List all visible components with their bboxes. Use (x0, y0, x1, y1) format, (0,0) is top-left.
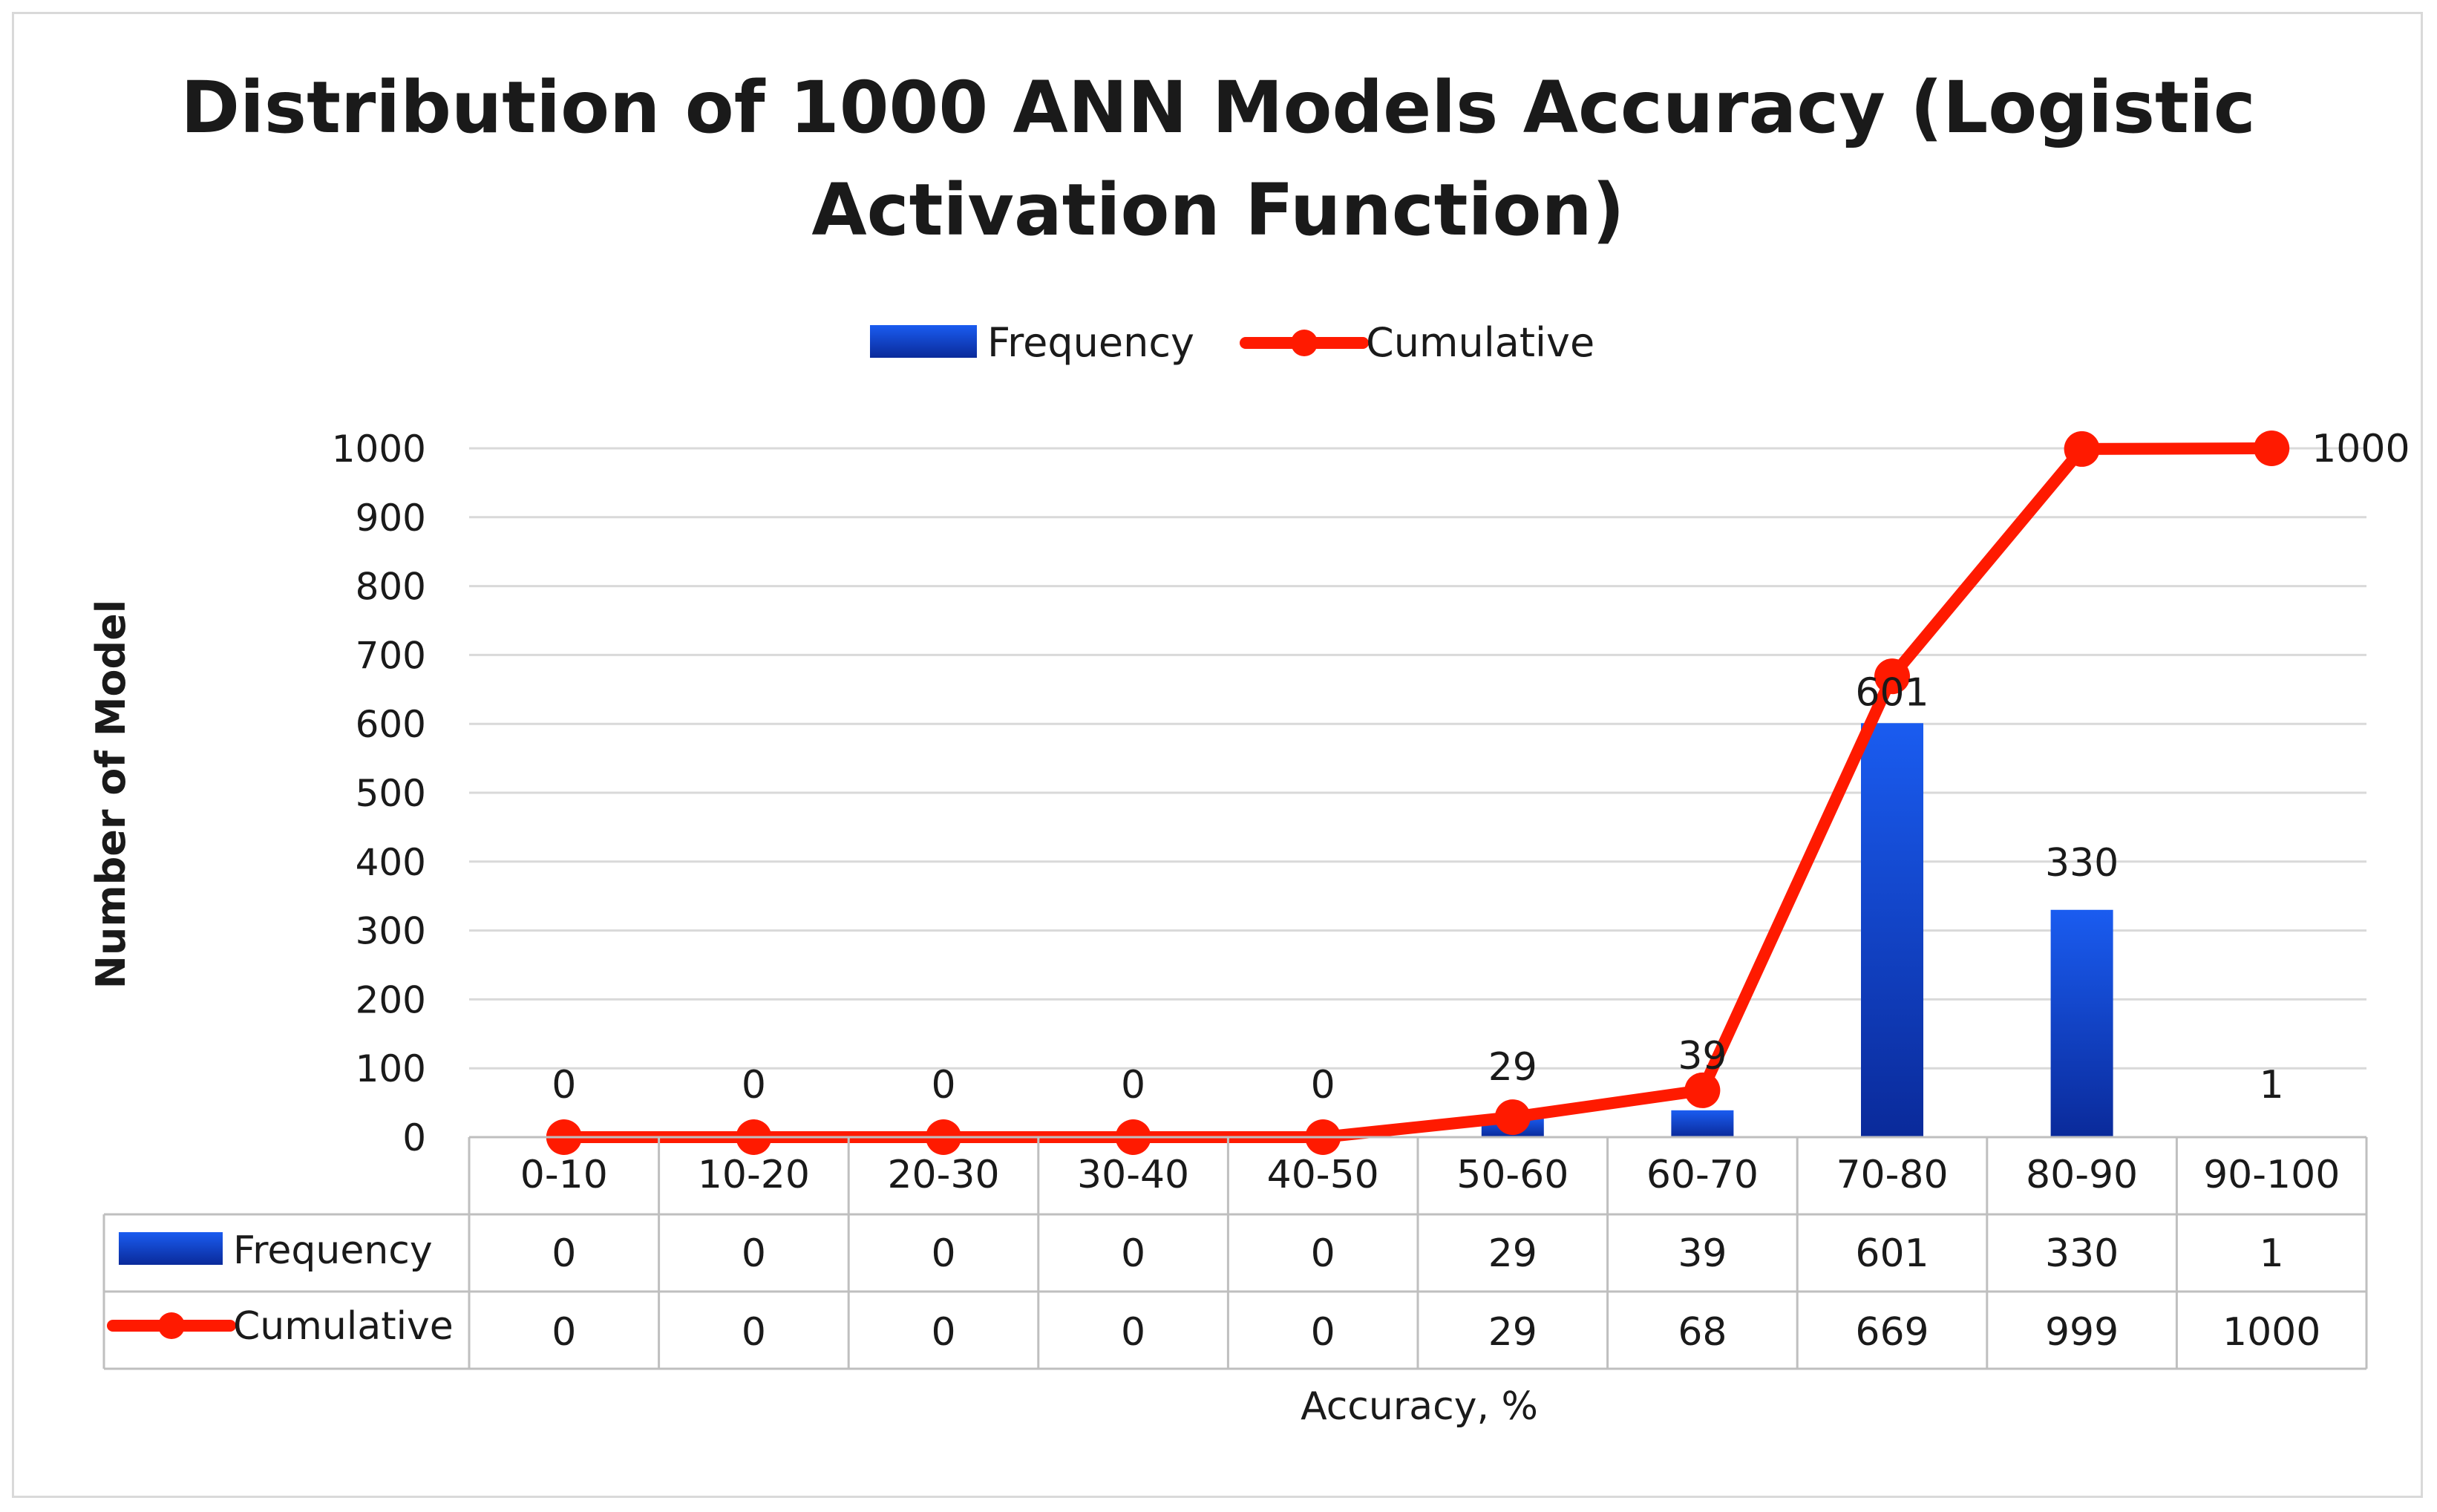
frequency-data-label: 0 (1311, 1063, 1335, 1107)
y-tick-label: 900 (356, 497, 426, 540)
table-cumulative-cell: 0 (1311, 1310, 1335, 1355)
table-frequency-label: Frequency (233, 1228, 433, 1273)
table-cumulative-marker-swatch (158, 1312, 185, 1339)
frequency-data-label: 0 (931, 1063, 955, 1107)
cumulative-point-60-70 (1684, 1072, 1721, 1108)
y-tick-label: 500 (356, 772, 426, 815)
y-tick-label: 100 (356, 1047, 426, 1090)
frequency-bar-60-70 (1671, 1110, 1734, 1137)
y-tick-label: 600 (356, 703, 426, 746)
y-tick-label: 0 (402, 1116, 426, 1159)
table-cumulative-label: Cumulative (233, 1304, 454, 1349)
x-category-label: 90-100 (2203, 1153, 2340, 1197)
table-frequency-cell: 0 (552, 1231, 576, 1276)
table-cumulative-cell: 0 (1121, 1310, 1145, 1355)
y-tick-label: 1000 (332, 428, 426, 471)
table-frequency-cell: 1 (2260, 1231, 2284, 1276)
legend-cumulative-label: Cumulative (1366, 319, 1594, 366)
cumulative-point-50-60 (1494, 1099, 1531, 1136)
cumulative-end-label: 1000 (2312, 427, 2410, 471)
y-axis-ticks: 0 100 200 300 400 500 600 700 800 900 1000 (332, 428, 426, 1159)
table-cumulative-cell: 999 (2045, 1310, 2119, 1355)
table-frequency-cell: 0 (1121, 1231, 1145, 1276)
y-tick-label: 300 (356, 910, 426, 953)
legend-frequency-swatch (870, 325, 977, 358)
table-cumulative-cell: 669 (1855, 1310, 1929, 1355)
x-category-label: 60-70 (1646, 1153, 1759, 1197)
legend: Frequency Cumulative (870, 319, 1594, 366)
table-frequency-cell: 29 (1488, 1231, 1537, 1276)
y-tick-label: 700 (356, 634, 426, 677)
legend-cumulative-marker (1291, 330, 1318, 356)
gridlines (469, 447, 2366, 1139)
table-cumulative-cell: 68 (1678, 1310, 1727, 1355)
table-row-header-cumulative: Cumulative (107, 1304, 454, 1349)
x-axis-title: Accuracy, % (1301, 1384, 1538, 1429)
y-tick-label: 200 (356, 978, 426, 1021)
table-cumulative-cell: 29 (1488, 1310, 1537, 1355)
frequency-data-label: 39 (1678, 1034, 1727, 1079)
chart-title-line1: Distribution of 1000 ANN Models Accuracy… (180, 66, 2255, 149)
frequency-bar-80-90 (2050, 909, 2113, 1137)
x-category-label: 70-80 (1836, 1153, 1948, 1197)
table-frequency-cell: 0 (742, 1231, 766, 1276)
frequency-data-label: 0 (1121, 1063, 1145, 1107)
x-category-label: 50-60 (1456, 1153, 1568, 1197)
cumulative-point-90-100 (2254, 431, 2290, 466)
cumulative-point-80-90 (2064, 431, 2100, 467)
table-frequency-cell: 0 (931, 1231, 955, 1276)
frequency-data-label: 601 (1855, 670, 1929, 715)
table-frequency-cell: 601 (1855, 1231, 1929, 1276)
table-cumulative-cell: 0 (931, 1310, 955, 1355)
table-frequency-cell: 39 (1678, 1231, 1727, 1276)
table-cumulative-cell: 0 (742, 1310, 766, 1355)
y-tick-label: 800 (356, 566, 426, 609)
x-category-label: 10-20 (698, 1153, 810, 1197)
x-category-label: 20-30 (887, 1153, 999, 1197)
cumulative-point-70-80 (1874, 658, 1910, 695)
data-labels: 0 0 0 0 0 29 39 601 330 1 1000 (552, 427, 2410, 1107)
chart-frame (12, 12, 2423, 1498)
x-category-label: 40-50 (1267, 1153, 1379, 1197)
table-row-header-frequency: Frequency (119, 1228, 433, 1273)
table-cumulative-cell: 1000 (2222, 1310, 2320, 1355)
frequency-bar-70-80 (1861, 723, 1923, 1137)
frequency-data-label: 0 (552, 1063, 576, 1107)
frequency-data-label: 330 (2045, 841, 2119, 886)
table-frequency-cell: 0 (1311, 1231, 1335, 1276)
table-frequency-swatch (119, 1232, 223, 1265)
frequency-data-label: 1 (2260, 1063, 2284, 1107)
table-cumulative-cell: 0 (552, 1310, 576, 1355)
frequency-bars (1481, 723, 2303, 1137)
frequency-data-label: 0 (742, 1063, 766, 1107)
data-table: Frequency Cumulative 0-10 10-20 20-30 30-40… (102, 1136, 2368, 1370)
x-category-label: 80-90 (2026, 1153, 2138, 1197)
chart-title-line2: Activation Function) (811, 168, 1624, 252)
table-frequency-cell: 330 (2045, 1231, 2119, 1276)
y-tick-label: 400 (356, 841, 426, 884)
frequency-data-label: 29 (1488, 1045, 1537, 1090)
x-category-label: 0-10 (520, 1153, 608, 1197)
legend-frequency-label: Frequency (987, 319, 1194, 366)
y-axis-title: Number of Model (88, 600, 134, 989)
x-category-label: 30-40 (1077, 1153, 1189, 1197)
